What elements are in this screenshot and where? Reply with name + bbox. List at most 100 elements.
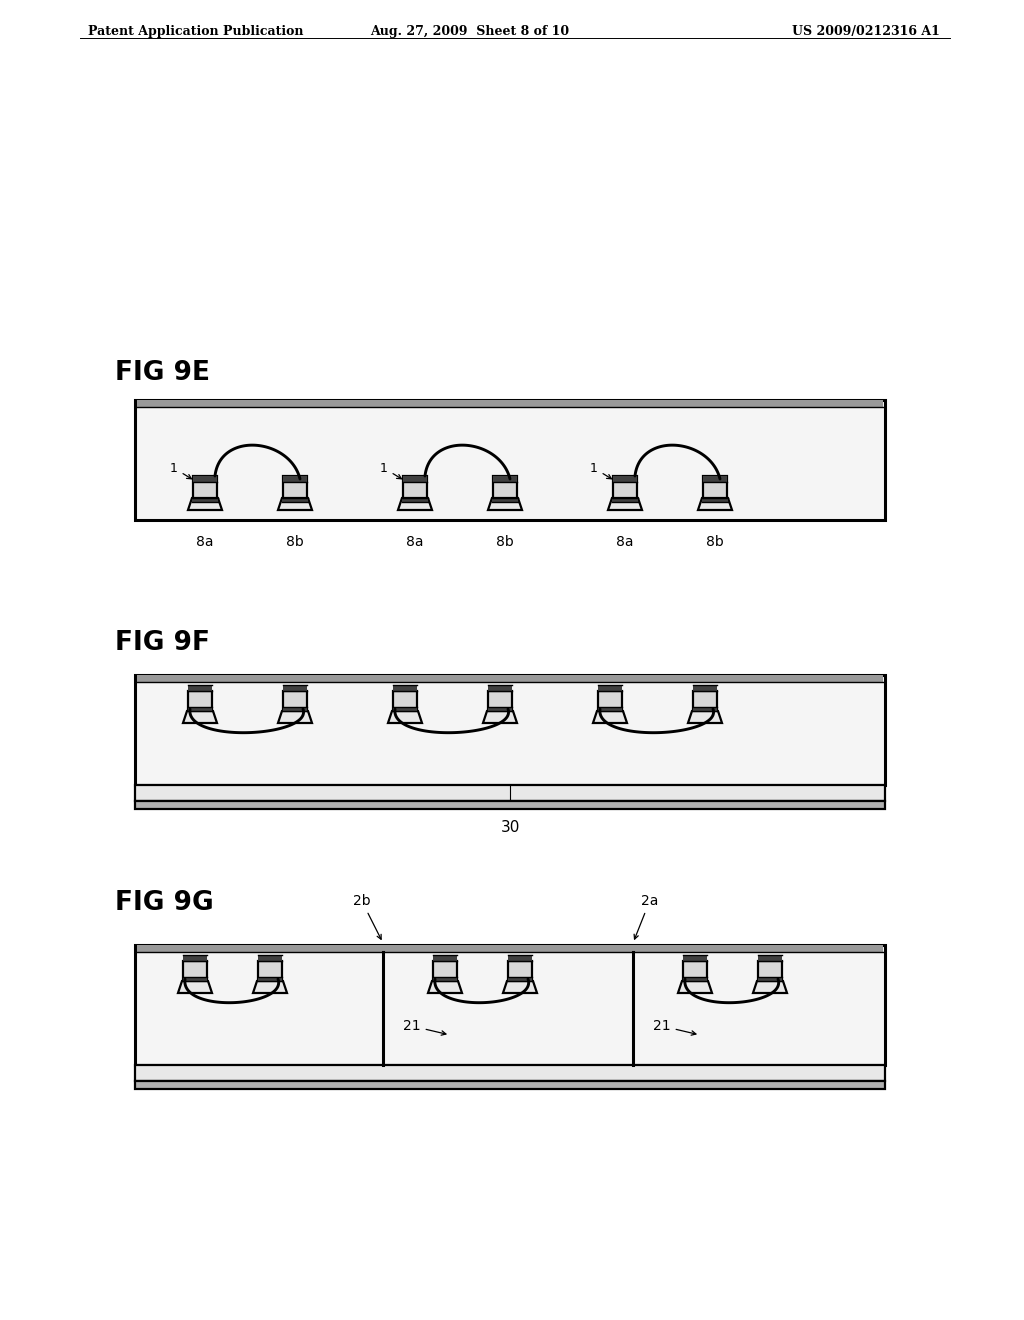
Text: 21: 21: [653, 1019, 696, 1035]
Bar: [693, 690, 717, 711]
Text: 30: 30: [501, 820, 520, 836]
Bar: [598, 690, 622, 711]
Bar: [258, 954, 282, 961]
Polygon shape: [698, 498, 732, 510]
Text: US 2009/0212316 A1: US 2009/0212316 A1: [793, 25, 940, 38]
Bar: [183, 961, 207, 981]
Bar: [135, 400, 885, 520]
Bar: [188, 690, 212, 711]
Bar: [488, 690, 512, 711]
Bar: [258, 961, 282, 981]
Polygon shape: [188, 498, 222, 510]
Text: 8a: 8a: [197, 535, 214, 549]
Polygon shape: [398, 498, 432, 510]
Bar: [283, 690, 307, 711]
Bar: [683, 961, 707, 981]
Bar: [703, 477, 727, 482]
Polygon shape: [483, 711, 517, 723]
Bar: [135, 945, 885, 1065]
Bar: [137, 945, 883, 952]
Bar: [393, 685, 417, 690]
Text: FIG 9F: FIG 9F: [115, 630, 210, 656]
Polygon shape: [178, 981, 212, 993]
Bar: [193, 477, 217, 482]
Bar: [488, 708, 512, 711]
Bar: [703, 477, 727, 498]
Bar: [683, 977, 707, 981]
Polygon shape: [253, 981, 287, 993]
Text: 1: 1: [170, 462, 191, 479]
Bar: [758, 961, 782, 981]
Bar: [433, 961, 457, 981]
Bar: [403, 477, 427, 482]
Text: 1: 1: [590, 462, 611, 479]
Bar: [135, 1065, 885, 1081]
Bar: [393, 708, 417, 711]
Text: FIG 9G: FIG 9G: [115, 890, 214, 916]
Text: FIG 9E: FIG 9E: [115, 360, 210, 385]
Bar: [702, 498, 728, 502]
Bar: [758, 954, 782, 961]
Bar: [508, 954, 532, 961]
Bar: [613, 477, 637, 482]
Bar: [282, 498, 308, 502]
Bar: [683, 954, 707, 961]
Bar: [188, 708, 212, 711]
Bar: [508, 977, 532, 981]
Polygon shape: [503, 981, 537, 993]
Bar: [693, 708, 717, 711]
Bar: [258, 977, 282, 981]
Bar: [183, 954, 207, 961]
Bar: [283, 685, 307, 690]
Polygon shape: [593, 711, 627, 723]
Polygon shape: [678, 981, 712, 993]
Bar: [283, 708, 307, 711]
Bar: [393, 690, 417, 711]
Bar: [183, 977, 207, 981]
Text: 8b: 8b: [286, 535, 304, 549]
Bar: [193, 498, 218, 502]
Polygon shape: [278, 498, 312, 510]
Text: 8a: 8a: [616, 535, 634, 549]
Bar: [492, 498, 518, 502]
Text: 21: 21: [403, 1019, 445, 1035]
Bar: [137, 400, 883, 407]
Polygon shape: [428, 981, 462, 993]
Polygon shape: [388, 711, 422, 723]
Polygon shape: [278, 711, 312, 723]
Text: 8b: 8b: [707, 535, 724, 549]
Bar: [135, 1081, 885, 1089]
Text: 2b: 2b: [353, 894, 381, 940]
Bar: [135, 675, 885, 785]
Text: 2a: 2a: [634, 894, 658, 939]
Bar: [188, 685, 212, 690]
Text: 8b: 8b: [496, 535, 514, 549]
Bar: [758, 977, 782, 981]
Bar: [612, 498, 638, 502]
Bar: [283, 477, 307, 482]
Bar: [402, 498, 428, 502]
Bar: [135, 801, 885, 809]
Bar: [488, 685, 512, 690]
Polygon shape: [183, 711, 217, 723]
Bar: [493, 477, 517, 482]
Bar: [693, 685, 717, 690]
Text: Patent Application Publication: Patent Application Publication: [88, 25, 303, 38]
Bar: [433, 954, 457, 961]
Bar: [598, 685, 622, 690]
Polygon shape: [608, 498, 642, 510]
Polygon shape: [688, 711, 722, 723]
Bar: [493, 477, 517, 498]
Bar: [403, 477, 427, 498]
Bar: [508, 961, 532, 981]
Text: Aug. 27, 2009  Sheet 8 of 10: Aug. 27, 2009 Sheet 8 of 10: [371, 25, 569, 38]
Bar: [193, 477, 217, 498]
Bar: [135, 785, 885, 801]
Bar: [613, 477, 637, 498]
Bar: [283, 477, 307, 498]
Text: 1: 1: [380, 462, 401, 479]
Polygon shape: [488, 498, 522, 510]
Polygon shape: [753, 981, 787, 993]
Bar: [433, 977, 457, 981]
Bar: [598, 708, 622, 711]
